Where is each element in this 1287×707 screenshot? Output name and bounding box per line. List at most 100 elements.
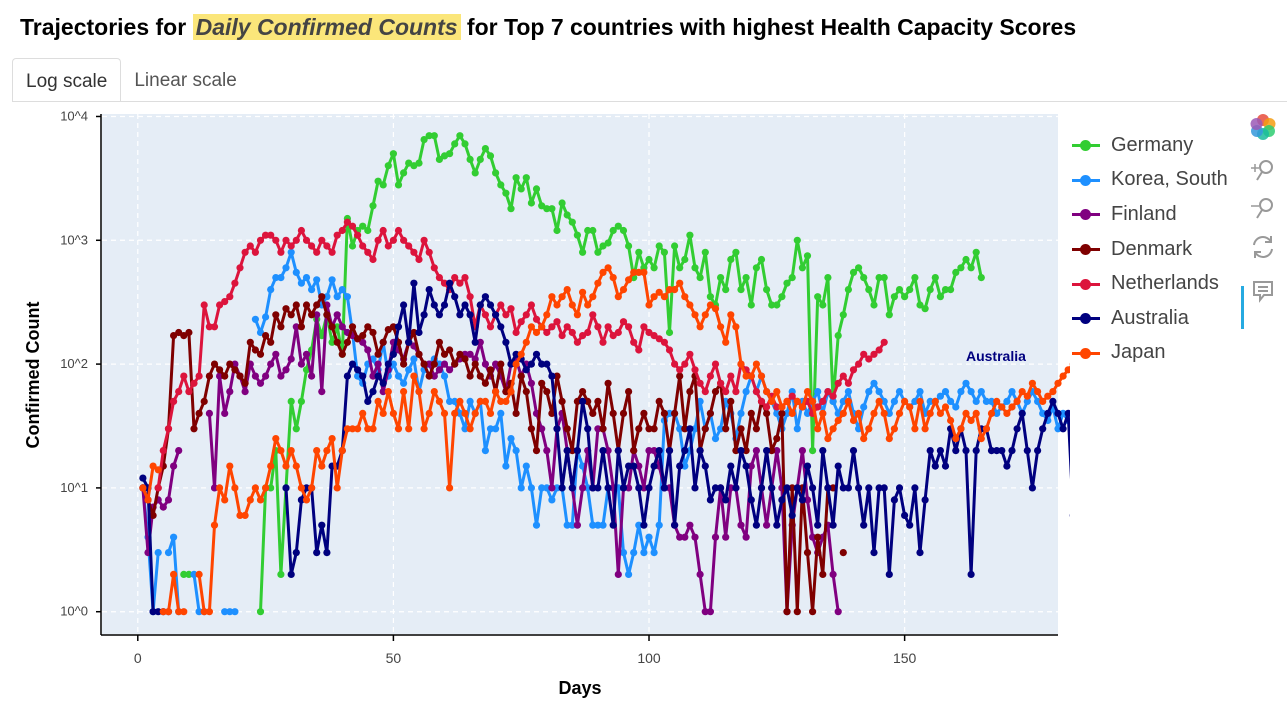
data-point-japan [773,388,781,396]
legend-swatch [1070,204,1102,224]
data-point-australia [972,447,980,455]
data-point-germany [793,236,801,244]
legend-item-finland[interactable]: Finland [1070,197,1228,232]
data-point-australia [763,447,771,455]
wheel-zoom-out-icon[interactable] [1244,190,1282,228]
data-point-netherlands [532,315,541,323]
data-point-denmark [517,372,525,380]
data-point-finland [686,521,694,529]
data-point-netherlands [834,379,842,387]
data-point-australia [1003,462,1011,470]
bokeh-logo-icon[interactable] [1244,108,1282,146]
data-point-australia [993,447,1001,455]
data-point-germany [839,311,847,319]
legend-item-australia[interactable]: Australia [1070,301,1228,336]
data-point-australia [819,447,827,455]
data-point-denmark [338,350,346,358]
data-point-finland [676,533,684,541]
data-point-finland [809,533,817,541]
data-point-germany [625,242,633,250]
legend-item-germany[interactable]: Germany [1070,128,1228,163]
data-point-germany [389,150,397,158]
legend-item-japan[interactable]: Japan [1070,336,1228,371]
data-point-korea-south [287,248,295,256]
data-point-korea-south [640,549,648,557]
data-point-netherlands [691,366,699,374]
data-point-korea-south [195,608,203,616]
tab-linear-scale[interactable]: Linear scale [134,70,237,91]
data-point-japan [579,288,587,296]
title-highlight: Daily Confirmed Counts [192,14,461,40]
data-point-japan [752,360,761,368]
data-point-finland [267,360,275,368]
y-tick-label: 10^4 [60,108,88,123]
data-point-germany [328,338,336,346]
data-point-netherlands [420,236,428,244]
data-point-denmark [262,332,270,340]
data-point-australia [798,496,807,504]
data-point-finland [440,360,449,368]
data-point-japan [497,397,505,405]
hover-tooltip-icon[interactable] [1244,272,1282,310]
legend-item-netherlands[interactable]: Netherlands [1070,266,1228,301]
data-point-japan [819,409,827,417]
data-point-netherlands [594,323,602,331]
data-point-denmark [425,372,433,380]
data-point-australia [650,462,658,470]
data-point-australia [584,425,592,433]
legend-item-denmark[interactable]: Denmark [1070,232,1228,267]
data-point-germany [425,132,433,140]
data-point-japan [849,416,858,425]
data-point-japan [1039,397,1047,405]
data-point-denmark [752,425,761,433]
data-point-denmark [573,397,582,405]
data-point-korea-south [977,388,985,396]
data-point-australia [1059,425,1067,433]
data-point-korea-south [292,268,300,276]
tab-log-scale[interactable]: Log scale [12,58,122,102]
wheel-zoom-in-icon[interactable] [1244,152,1282,190]
data-point-germany [778,293,786,301]
data-point-finland [256,379,265,387]
data-point-korea-south [865,388,873,396]
data-point-finland [287,355,295,363]
data-point-japan [722,338,730,346]
reset-icon[interactable] [1244,228,1282,266]
data-point-australia [768,484,776,492]
data-point-netherlands [210,323,219,331]
data-point-netherlands [216,301,224,309]
data-point-netherlands [502,311,510,319]
data-point-japan [1013,397,1021,405]
plot-area[interactable] [102,114,1058,634]
data-point-australia [589,484,597,492]
data-point-australia [1018,409,1026,417]
data-point-netherlands [630,338,638,346]
data-point-netherlands [302,236,311,244]
data-point-netherlands [701,388,709,396]
data-point-germany [957,264,965,272]
data-point-australia [543,360,551,368]
data-point-australia [747,496,755,504]
data-point-korea-south [507,435,515,443]
data-point-japan [548,293,556,301]
data-point-germany [941,286,950,294]
data-point-japan [650,293,658,301]
x-tick-label: 0 [134,650,142,666]
data-point-australia [824,484,832,492]
data-point-germany [297,397,305,405]
data-point-japan [481,397,489,405]
data-point-netherlands [717,379,725,387]
data-point-korea-south [957,388,965,396]
data-point-germany [589,226,597,235]
data-point-finland [226,388,234,396]
legend-item-korea-south[interactable]: Korea, South [1070,163,1228,198]
data-point-denmark [446,346,454,354]
trajectory-chart[interactable]: 10^0 10^1 10^2 10^3 10^4 0 50 100 150 Days Conf… [0,100,1070,707]
data-point-australia [855,484,863,492]
data-point-japan [277,447,285,455]
data-point-netherlands [287,242,295,250]
data-point-japan [241,511,249,519]
data-point-netherlands [236,264,244,272]
data-point-netherlands [369,255,377,264]
title-suffix: for Top 7 countries with highest Health … [460,14,1077,40]
